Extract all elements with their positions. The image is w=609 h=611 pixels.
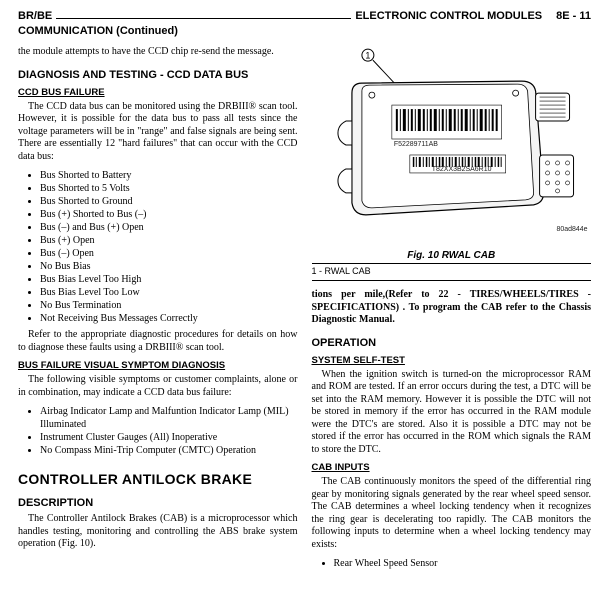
cab-inputs-list: Rear Wheel Speed Sensor	[334, 557, 592, 570]
figure-caption: Fig. 10 RWAL CAB	[312, 250, 592, 261]
barcode-bottom-label: T82XX3B2SA6R10	[431, 166, 491, 173]
page: BR/BE ELECTRONIC CONTROL MODULES 8E - 11…	[0, 0, 609, 574]
callout-number: 1	[365, 51, 370, 61]
header-right-title: ELECTRONIC CONTROL MODULES	[355, 10, 542, 22]
ccd-failure-paragraph: The CCD data bus can be monitored using …	[18, 101, 298, 164]
selftest-text: When the ignition switch is turned-on th…	[312, 369, 592, 455]
list-item: No Compass Mini-Trip Computer (CMTC) Ope…	[40, 444, 298, 457]
ccd-failure-heading: CCD BUS FAILURE	[18, 87, 298, 98]
description-paragraph: The Controller Antilock Brakes (CAB) is …	[18, 513, 298, 551]
diagnosis-heading: DIAGNOSIS AND TESTING - CCD DATA BUS	[18, 69, 298, 81]
page-header: BR/BE ELECTRONIC CONTROL MODULES 8E - 11	[18, 10, 591, 23]
selftest-heading: SYSTEM SELF-TEST	[312, 355, 592, 366]
cab-inputs-paragraph: The CAB continuously monitors the speed …	[312, 476, 592, 551]
figure-rule-bottom	[312, 280, 592, 281]
list-item: Bus Shorted to Ground	[40, 195, 298, 208]
barcode-top-label: F52289711AB	[393, 141, 437, 148]
figure-legend: 1 - RWAL CAB	[312, 266, 592, 276]
diag-footer-paragraph: Refer to the appropriate diagnostic proc…	[18, 329, 298, 354]
figure-wrap: 1	[312, 43, 592, 281]
cab-inputs-text: The CAB continuously monitors the speed …	[312, 476, 592, 550]
description-text: The Controller Antilock Brakes (CAB) is …	[18, 513, 298, 549]
spec-paragraph: tions per mile,(Refer to 22 - TIRES/WHEE…	[312, 289, 592, 327]
header-continued: COMMUNICATION (Continued)	[18, 25, 591, 37]
list-item: Bus Bias Level Too Low	[40, 286, 298, 299]
cab-heading: CONTROLLER ANTILOCK BRAKE	[18, 471, 298, 487]
left-column: the module attempts to have the CCD chip…	[18, 43, 298, 574]
list-item: Not Receiving Bus Messages Correctly	[40, 312, 298, 325]
failure-list: Bus Shorted to Battery Bus Shorted to 5 …	[40, 169, 298, 325]
list-item: Bus Bias Level Too High	[40, 273, 298, 286]
list-item: Instrument Cluster Gauges (All) Inoperat…	[40, 431, 298, 444]
header-rule	[56, 18, 351, 19]
list-item: Airbag Indicator Lamp and Malfuntion Ind…	[40, 405, 298, 431]
list-item: Bus (–) Open	[40, 247, 298, 260]
visual-list: Airbag Indicator Lamp and Malfuntion Ind…	[40, 405, 298, 457]
figure-corner-id: 80ad844e	[556, 226, 587, 233]
visual-heading: BUS FAILURE VISUAL SYMPTOM DIAGNOSIS	[18, 360, 298, 371]
two-column-layout: the module attempts to have the CCD chip…	[18, 43, 591, 574]
description-heading: DESCRIPTION	[18, 497, 298, 509]
connector-bottom	[539, 155, 573, 197]
visual-paragraph: The following visible symptoms or custom…	[18, 374, 298, 399]
visual-text: The following visible symptoms or custom…	[18, 374, 298, 398]
list-item: Bus (–) and Bus (+) Open	[40, 221, 298, 234]
figure-rule	[312, 263, 592, 264]
list-item: Bus Shorted to 5 Volts	[40, 182, 298, 195]
intro-paragraph: the module attempts to have the CCD chip…	[18, 46, 298, 59]
cab-inputs-heading: CAB INPUTS	[312, 462, 592, 473]
rwal-cab-diagram: 1	[312, 43, 592, 243]
list-item: No Bus Termination	[40, 299, 298, 312]
ccd-failure-text: The CCD data bus can be monitored using …	[18, 101, 298, 162]
list-item: Bus Shorted to Battery	[40, 169, 298, 182]
right-column: 1	[312, 43, 592, 574]
selftest-paragraph: When the ignition switch is turned-on th…	[312, 369, 592, 457]
header-left: BR/BE	[18, 10, 52, 22]
list-item: Bus (+) Shorted to Bus (–)	[40, 208, 298, 221]
list-item: Rear Wheel Speed Sensor	[334, 557, 592, 570]
list-item: Bus (+) Open	[40, 234, 298, 247]
header-right-page: 8E - 11	[556, 10, 591, 22]
operation-heading: OPERATION	[312, 337, 592, 349]
connector-top	[535, 93, 569, 121]
list-item: No Bus Bias	[40, 260, 298, 273]
barcode-top-icon	[395, 109, 497, 131]
diag-footer-text: Refer to the appropriate diagnostic proc…	[18, 329, 298, 353]
